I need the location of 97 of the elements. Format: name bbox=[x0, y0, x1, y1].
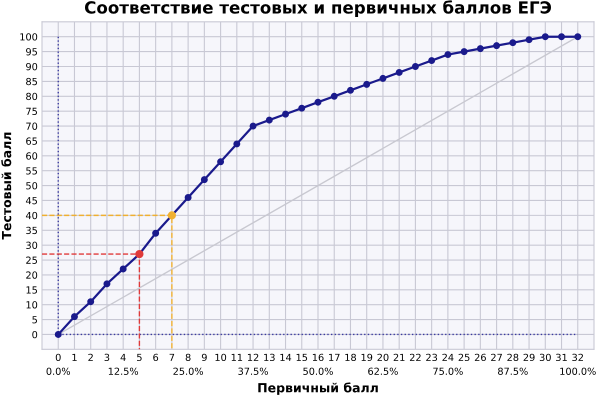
x-tick-label: 7 bbox=[170, 354, 174, 361]
y-tick-label: 10 bbox=[26, 301, 38, 309]
x-tick-label: 28 bbox=[507, 354, 518, 362]
y-tick-label: 0 bbox=[32, 330, 38, 338]
x-tick-label: 23 bbox=[426, 354, 438, 362]
point bbox=[87, 298, 94, 306]
point bbox=[347, 86, 354, 94]
x2-tick-label: 12.5% bbox=[108, 368, 138, 375]
x-tick-label: 8 bbox=[186, 354, 191, 362]
x2-tick-label: 50.0% bbox=[303, 368, 333, 375]
y-tick-label: 30 bbox=[26, 242, 38, 249]
x-tick-label: 31 bbox=[556, 354, 567, 362]
x-axis-title: Первичный балл bbox=[258, 382, 378, 395]
x-tick-label: 15 bbox=[296, 354, 308, 362]
x-tick-label: 2 bbox=[88, 354, 93, 361]
x2-tick-label: 25.0% bbox=[173, 368, 204, 375]
x2-tick-label: 37.5% bbox=[238, 368, 268, 375]
x-tick-label: 4 bbox=[120, 354, 126, 361]
y-tick-label: 50 bbox=[26, 182, 38, 190]
y-tick-label: 40 bbox=[26, 212, 38, 220]
y-tick-label: 90 bbox=[26, 62, 38, 70]
point bbox=[526, 36, 533, 44]
y-tick-label: 70 bbox=[26, 122, 38, 130]
point bbox=[152, 230, 160, 237]
x-tick-label: 20 bbox=[377, 354, 388, 362]
x-tick-label: 25 bbox=[458, 354, 470, 362]
x-tick-label: 29 bbox=[524, 354, 535, 362]
point bbox=[233, 140, 240, 148]
y-tick-label: 85 bbox=[26, 78, 37, 86]
point bbox=[103, 280, 110, 288]
point bbox=[54, 331, 62, 338]
x-tick-label: 21 bbox=[394, 354, 404, 361]
x-tick-label: 19 bbox=[362, 354, 372, 362]
point bbox=[184, 194, 192, 201]
point bbox=[396, 68, 403, 76]
y-tick-label: 45 bbox=[26, 197, 37, 204]
x-tick-label: 26 bbox=[474, 354, 486, 362]
y-tick-label: 25 bbox=[26, 256, 37, 264]
x-tick-label: 32 bbox=[572, 354, 583, 362]
x2-tick-label: 87.5% bbox=[498, 368, 528, 375]
point bbox=[200, 176, 208, 184]
point bbox=[444, 51, 452, 58]
y-tick-label: 65 bbox=[26, 137, 37, 145]
x2-tick-label: 100.0% bbox=[560, 368, 596, 375]
x-tick-label: 3 bbox=[104, 354, 110, 362]
point bbox=[298, 104, 306, 112]
point bbox=[412, 63, 419, 70]
point bbox=[282, 110, 289, 118]
y-tick-label: 60 bbox=[26, 152, 38, 160]
x-tick-label: 30 bbox=[540, 354, 551, 362]
x-tick-label: 13 bbox=[264, 354, 275, 362]
x-tick-label: 24 bbox=[442, 354, 454, 361]
x-tick-label: 16 bbox=[312, 354, 324, 362]
x2-tick-label: 75.0% bbox=[433, 368, 463, 375]
point bbox=[250, 122, 257, 130]
point bbox=[314, 98, 322, 106]
y-tick-label: 95 bbox=[26, 48, 37, 56]
point bbox=[217, 158, 224, 166]
point bbox=[330, 92, 338, 100]
x-tick-label: 9 bbox=[202, 354, 207, 362]
x2-tick-label: 0.0% bbox=[46, 368, 70, 375]
x-tick-label: 12 bbox=[248, 354, 258, 361]
x2-tick-label: 62.5% bbox=[368, 368, 398, 375]
x-tick-label: 18 bbox=[345, 354, 356, 362]
point bbox=[542, 33, 549, 40]
x-tick-label: 6 bbox=[153, 354, 158, 362]
x-tick-label: 10 bbox=[215, 354, 226, 362]
x-tick-label: 27 bbox=[491, 354, 502, 361]
x-tick-label: 14 bbox=[280, 354, 292, 361]
x-tick-label: 22 bbox=[410, 354, 421, 361]
x-tick-label: 0 bbox=[56, 354, 61, 362]
y-tick-label: 75 bbox=[26, 108, 37, 115]
y-tick-label: 55 bbox=[26, 167, 37, 175]
x-tick-label: 11 bbox=[232, 354, 242, 361]
point bbox=[71, 313, 78, 320]
point bbox=[476, 45, 484, 52]
point bbox=[363, 80, 370, 88]
y-tick-label: 15 bbox=[26, 286, 37, 294]
point bbox=[460, 48, 468, 56]
point bbox=[574, 33, 582, 40]
point bbox=[379, 74, 386, 82]
point bbox=[558, 33, 565, 40]
chart-title: Соответствие тестовых и первичных баллов ЕГЭ bbox=[84, 0, 551, 17]
y-tick-label: 20 bbox=[26, 271, 38, 279]
point bbox=[120, 265, 127, 272]
y-tick-label: 5 bbox=[32, 316, 37, 324]
point bbox=[266, 116, 273, 124]
y-tick-label: 35 bbox=[26, 226, 37, 234]
point bbox=[509, 39, 516, 46]
y-tick-label: 80 bbox=[26, 92, 38, 100]
point bbox=[428, 57, 436, 64]
x-tick-label: 17 bbox=[329, 354, 340, 361]
point bbox=[493, 42, 500, 50]
x-tick-label: 5 bbox=[137, 354, 142, 362]
y-tick-label: 100 bbox=[20, 33, 38, 41]
x-tick-label: 1 bbox=[72, 354, 77, 361]
y-axis-title: Тестовый балл bbox=[1, 132, 12, 240]
